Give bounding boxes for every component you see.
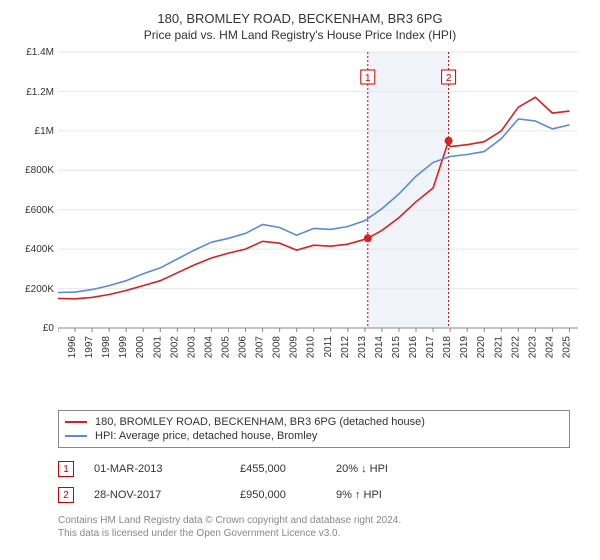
y-axis-label: £1.2M <box>2 87 54 98</box>
y-axis-label: £1M <box>2 126 54 137</box>
legend-label: HPI: Average price, detached house, Brom… <box>95 430 317 442</box>
svg-text:2003: 2003 <box>186 336 197 359</box>
svg-text:2001: 2001 <box>152 336 163 359</box>
svg-text:2005: 2005 <box>220 336 231 359</box>
line-chart: 1 2 1995 1996 1997 1998 1999 2000 2001 2002 2003 20… <box>58 48 578 368</box>
y-axis-label: £800K <box>2 165 54 176</box>
legend-label: 180, BROMLEY ROAD, BECKENHAM, BR3 6PG (d… <box>95 416 425 428</box>
svg-text:2025: 2025 <box>561 336 572 359</box>
svg-text:2017: 2017 <box>425 336 436 359</box>
svg-text:2004: 2004 <box>203 336 214 359</box>
transaction-delta: 9% ↑ HPI <box>336 489 426 501</box>
svg-text:1: 1 <box>365 73 371 84</box>
svg-text:2: 2 <box>446 73 452 84</box>
svg-text:2020: 2020 <box>476 336 487 359</box>
svg-text:2011: 2011 <box>323 336 334 358</box>
svg-text:2019: 2019 <box>459 336 470 359</box>
svg-text:1996: 1996 <box>67 336 78 359</box>
svg-text:1995: 1995 <box>58 336 61 359</box>
attribution-line: This data is licensed under the Open Gov… <box>58 527 570 540</box>
svg-text:2018: 2018 <box>442 336 453 359</box>
transaction-date: 01-MAR-2013 <box>94 463 234 475</box>
svg-text:2012: 2012 <box>340 336 351 359</box>
svg-text:2000: 2000 <box>135 336 146 359</box>
attribution-line: Contains HM Land Registry data © Crown c… <box>58 514 570 527</box>
attribution-text: Contains HM Land Registry data © Crown c… <box>58 514 570 540</box>
svg-text:2024: 2024 <box>544 336 555 359</box>
svg-text:1997: 1997 <box>84 336 95 359</box>
chart-area: 1 2 1995 1996 1997 1998 1999 2000 2001 2002 2003 20… <box>38 48 598 408</box>
legend: 180, BROMLEY ROAD, BECKENHAM, BR3 6PG (d… <box>58 410 570 448</box>
legend-swatch <box>65 435 87 437</box>
transaction-row: 1 01-MAR-2013 £455,000 20% ↓ HPI <box>58 456 570 482</box>
svg-text:2015: 2015 <box>391 336 402 359</box>
transaction-date: 28-NOV-2017 <box>94 489 234 501</box>
svg-text:1999: 1999 <box>118 336 129 359</box>
svg-text:2014: 2014 <box>374 336 385 359</box>
transaction-price: £455,000 <box>240 463 330 475</box>
legend-item: 180, BROMLEY ROAD, BECKENHAM, BR3 6PG (d… <box>65 415 563 429</box>
legend-item: HPI: Average price, detached house, Brom… <box>65 429 563 443</box>
svg-text:2016: 2016 <box>408 336 419 359</box>
y-axis-label: £1.4M <box>2 47 54 58</box>
transaction-row: 2 28-NOV-2017 £950,000 9% ↑ HPI <box>58 482 570 508</box>
svg-text:2009: 2009 <box>289 336 300 359</box>
y-axis-label: £400K <box>2 244 54 255</box>
svg-text:2010: 2010 <box>306 336 317 359</box>
chart-title: 180, BROMLEY ROAD, BECKENHAM, BR3 6PG <box>0 0 600 28</box>
legend-swatch <box>65 421 87 423</box>
svg-text:2002: 2002 <box>169 336 180 359</box>
svg-text:2006: 2006 <box>238 336 249 359</box>
svg-text:2022: 2022 <box>510 336 521 359</box>
transaction-delta: 20% ↓ HPI <box>336 463 426 475</box>
svg-text:2021: 2021 <box>493 336 504 359</box>
svg-text:2023: 2023 <box>527 336 538 359</box>
svg-text:2013: 2013 <box>357 336 368 359</box>
y-axis-label: £0 <box>2 323 54 334</box>
y-axis-label: £600K <box>2 205 54 216</box>
transactions-table: 1 01-MAR-2013 £455,000 20% ↓ HPI 2 28-NOV-201… <box>58 456 570 508</box>
svg-text:2008: 2008 <box>272 336 283 359</box>
svg-text:1998: 1998 <box>101 336 112 359</box>
transaction-price: £950,000 <box>240 489 330 501</box>
svg-text:2007: 2007 <box>255 336 266 359</box>
y-axis-label: £200K <box>2 284 54 295</box>
transaction-marker-badge: 1 <box>58 461 74 477</box>
transaction-marker-badge: 2 <box>58 487 74 503</box>
chart-subtitle: Price paid vs. HM Land Registry's House … <box>0 28 600 48</box>
